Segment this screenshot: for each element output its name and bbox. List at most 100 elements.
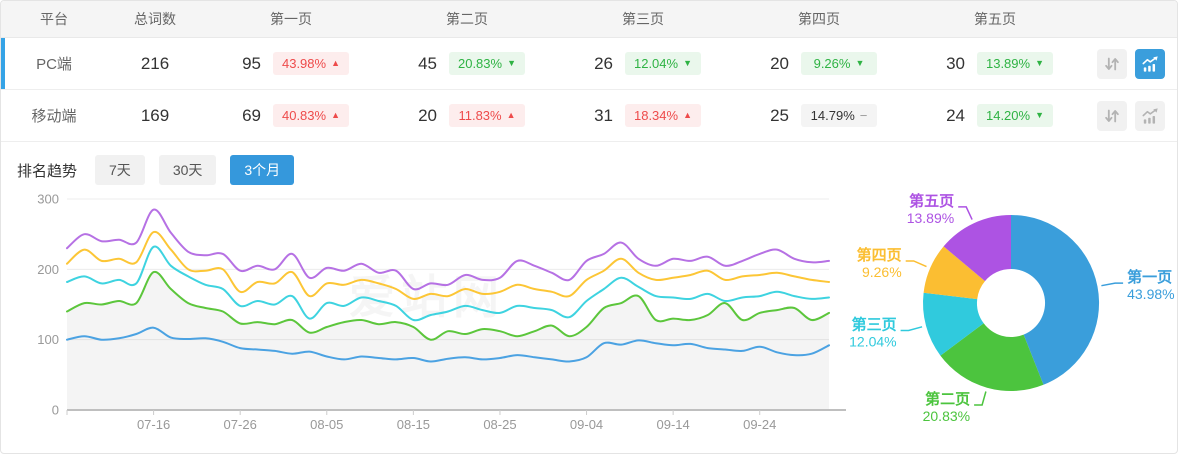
column-header-0: 平台 bbox=[40, 11, 68, 27]
slice-label-name: 第五页 bbox=[909, 192, 954, 210]
column-header-5: 第四页 bbox=[798, 11, 840, 27]
page-2-cell: 20 11.83% ▲ bbox=[379, 104, 555, 127]
label-leader-line bbox=[1101, 282, 1124, 287]
slice-label-name: 第四页 bbox=[857, 246, 902, 264]
page-count: 20 bbox=[770, 53, 789, 73]
column-header-2: 第一页 bbox=[270, 11, 312, 27]
page-3-cell: 26 12.04% ▼ bbox=[555, 52, 731, 75]
trend-title: 排名趋势 bbox=[17, 162, 78, 180]
range-tab-1[interactable]: 30天 bbox=[158, 155, 217, 185]
series-line-第二页 bbox=[66, 270, 830, 341]
x-axis-label: 09-24 bbox=[743, 417, 776, 432]
page-2-cell: 45 20.83% ▼ bbox=[379, 52, 555, 75]
pie-slice-第一页 bbox=[1011, 214, 1100, 385]
slice-label-pct: 12.04% bbox=[849, 333, 896, 349]
y-axis-label: 300 bbox=[37, 192, 59, 207]
sort-button[interactable] bbox=[1097, 48, 1127, 79]
pie-slice-第五页 bbox=[943, 215, 1011, 282]
total-words-value: 216 bbox=[140, 53, 170, 73]
column-header-6: 第五页 bbox=[974, 11, 1016, 27]
trend-chart-button[interactable] bbox=[1135, 48, 1165, 79]
pct-value: 13.89% bbox=[985, 56, 1031, 71]
arrow-down-icon: ▼ bbox=[1035, 58, 1044, 68]
table-row[interactable]: 移动端 169 69 40.83% ▲ 20 11.83% ▲ 31 18.34% ▲ 25 14.79… bbox=[1, 90, 1177, 142]
total-words-value: 169 bbox=[140, 105, 170, 125]
x-axis-label: 07-16 bbox=[137, 417, 170, 432]
label-leader-line bbox=[905, 260, 927, 268]
x-axis-label: 08-15 bbox=[397, 417, 430, 432]
sort-button[interactable] bbox=[1097, 100, 1127, 131]
pct-badge-down: 20.83% ▼ bbox=[448, 52, 525, 75]
pct-value: 14.79% bbox=[810, 108, 855, 123]
page-count: 95 bbox=[242, 53, 261, 73]
slice-label-pct: 9.26% bbox=[862, 264, 902, 280]
x-axis-label: 07-26 bbox=[224, 417, 257, 432]
row-actions bbox=[1083, 48, 1177, 79]
page-4-cell: 25 14.79% − bbox=[731, 104, 907, 127]
sort-arrows-icon bbox=[1105, 109, 1119, 122]
trend-panel: 排名趋势 7天 30天 3个月 0 100 200 300 爱站网 07-16 07-26 08-… bbox=[1, 142, 1177, 453]
page-count: 26 bbox=[594, 53, 613, 73]
series-line-第五页 bbox=[66, 208, 830, 291]
page-1-cell: 69 40.83% ▲ bbox=[203, 104, 379, 127]
label-leader-line bbox=[974, 391, 987, 406]
page-5-cell: 30 13.89% ▼ bbox=[907, 52, 1083, 75]
pct-value: 11.83% bbox=[458, 108, 502, 123]
column-header-1: 总词数 bbox=[134, 11, 176, 27]
table-body: PC端 216 95 43.98% ▲ 45 20.83% ▼ 26 12.04% ▼ 20 9.26%… bbox=[1, 38, 1177, 142]
pct-value: 9.26% bbox=[813, 56, 851, 71]
trend-chart-icon bbox=[1142, 107, 1158, 124]
pie-slice-第四页 bbox=[923, 246, 985, 300]
table-header: 平台 总词数 第一页 第二页 第三页 第四页 第五页 bbox=[1, 1, 1177, 38]
pct-badge-up: 43.98% ▲ bbox=[272, 52, 349, 75]
page-4-cell: 20 9.26% ▼ bbox=[731, 52, 907, 75]
trend-chart-icon bbox=[1142, 55, 1158, 72]
x-axis-label: 08-05 bbox=[310, 417, 343, 432]
y-axis-label: 0 bbox=[52, 403, 59, 418]
page-1-cell: 95 43.98% ▲ bbox=[203, 52, 379, 75]
minus-icon: − bbox=[859, 108, 868, 123]
pct-badge-down: 14.20% ▼ bbox=[976, 104, 1053, 127]
arrow-down-icon: ▼ bbox=[683, 58, 692, 68]
arrow-up-icon: ▲ bbox=[506, 110, 516, 120]
arrow-down-icon: ▼ bbox=[507, 58, 516, 68]
series-line-第一页 bbox=[66, 326, 830, 363]
row-actions bbox=[1083, 100, 1177, 131]
trend-chart-button[interactable] bbox=[1135, 100, 1165, 131]
slice-label-pct: 13.89% bbox=[907, 210, 954, 226]
slice-label-name: 第三页 bbox=[852, 315, 897, 333]
series-line-第三页 bbox=[66, 245, 830, 322]
pct-value: 40.83% bbox=[281, 108, 327, 123]
pct-badge-down: 13.89% ▼ bbox=[976, 52, 1053, 75]
page-count: 45 bbox=[418, 53, 437, 73]
page-3-cell: 31 18.34% ▲ bbox=[555, 104, 731, 127]
trend-header: 排名趋势 7天 30天 3个月 bbox=[17, 155, 1177, 185]
arrow-up-icon: ▲ bbox=[331, 58, 340, 68]
pct-badge-up: 11.83% ▲ bbox=[449, 104, 525, 127]
pct-badge-flat: 14.79% − bbox=[801, 104, 877, 127]
column-header-4: 第三页 bbox=[622, 11, 664, 27]
pct-value: 18.34% bbox=[633, 108, 679, 123]
range-tabs: 7天 30天 3个月 bbox=[95, 155, 295, 185]
slice-label-pct: 20.83% bbox=[923, 408, 970, 424]
page-count: 31 bbox=[594, 105, 613, 125]
range-tab-2[interactable]: 3个月 bbox=[230, 155, 295, 185]
y-axis-label: 100 bbox=[37, 332, 59, 347]
page-count: 24 bbox=[946, 105, 965, 125]
arrow-up-icon: ▲ bbox=[331, 110, 340, 120]
pct-badge-up: 40.83% ▲ bbox=[272, 104, 349, 127]
range-tab-0[interactable]: 7天 bbox=[95, 155, 145, 185]
table-row[interactable]: PC端 216 95 43.98% ▲ 45 20.83% ▼ 26 12.04% ▼ 20 9.26%… bbox=[1, 38, 1177, 90]
arrow-down-icon: ▼ bbox=[855, 58, 865, 68]
column-header-3: 第二页 bbox=[446, 11, 488, 27]
pct-value: 20.83% bbox=[457, 56, 503, 71]
x-axis-label: 08-25 bbox=[483, 417, 516, 432]
pct-value: 43.98% bbox=[281, 56, 327, 71]
page-count: 25 bbox=[770, 105, 789, 125]
slice-label-name: 第一页 bbox=[1127, 268, 1172, 286]
y-axis-label: 200 bbox=[37, 262, 59, 277]
x-axis-label: 09-14 bbox=[657, 417, 690, 432]
pct-badge-down: 9.26% ▼ bbox=[801, 52, 877, 75]
page-5-cell: 24 14.20% ▼ bbox=[907, 104, 1083, 127]
